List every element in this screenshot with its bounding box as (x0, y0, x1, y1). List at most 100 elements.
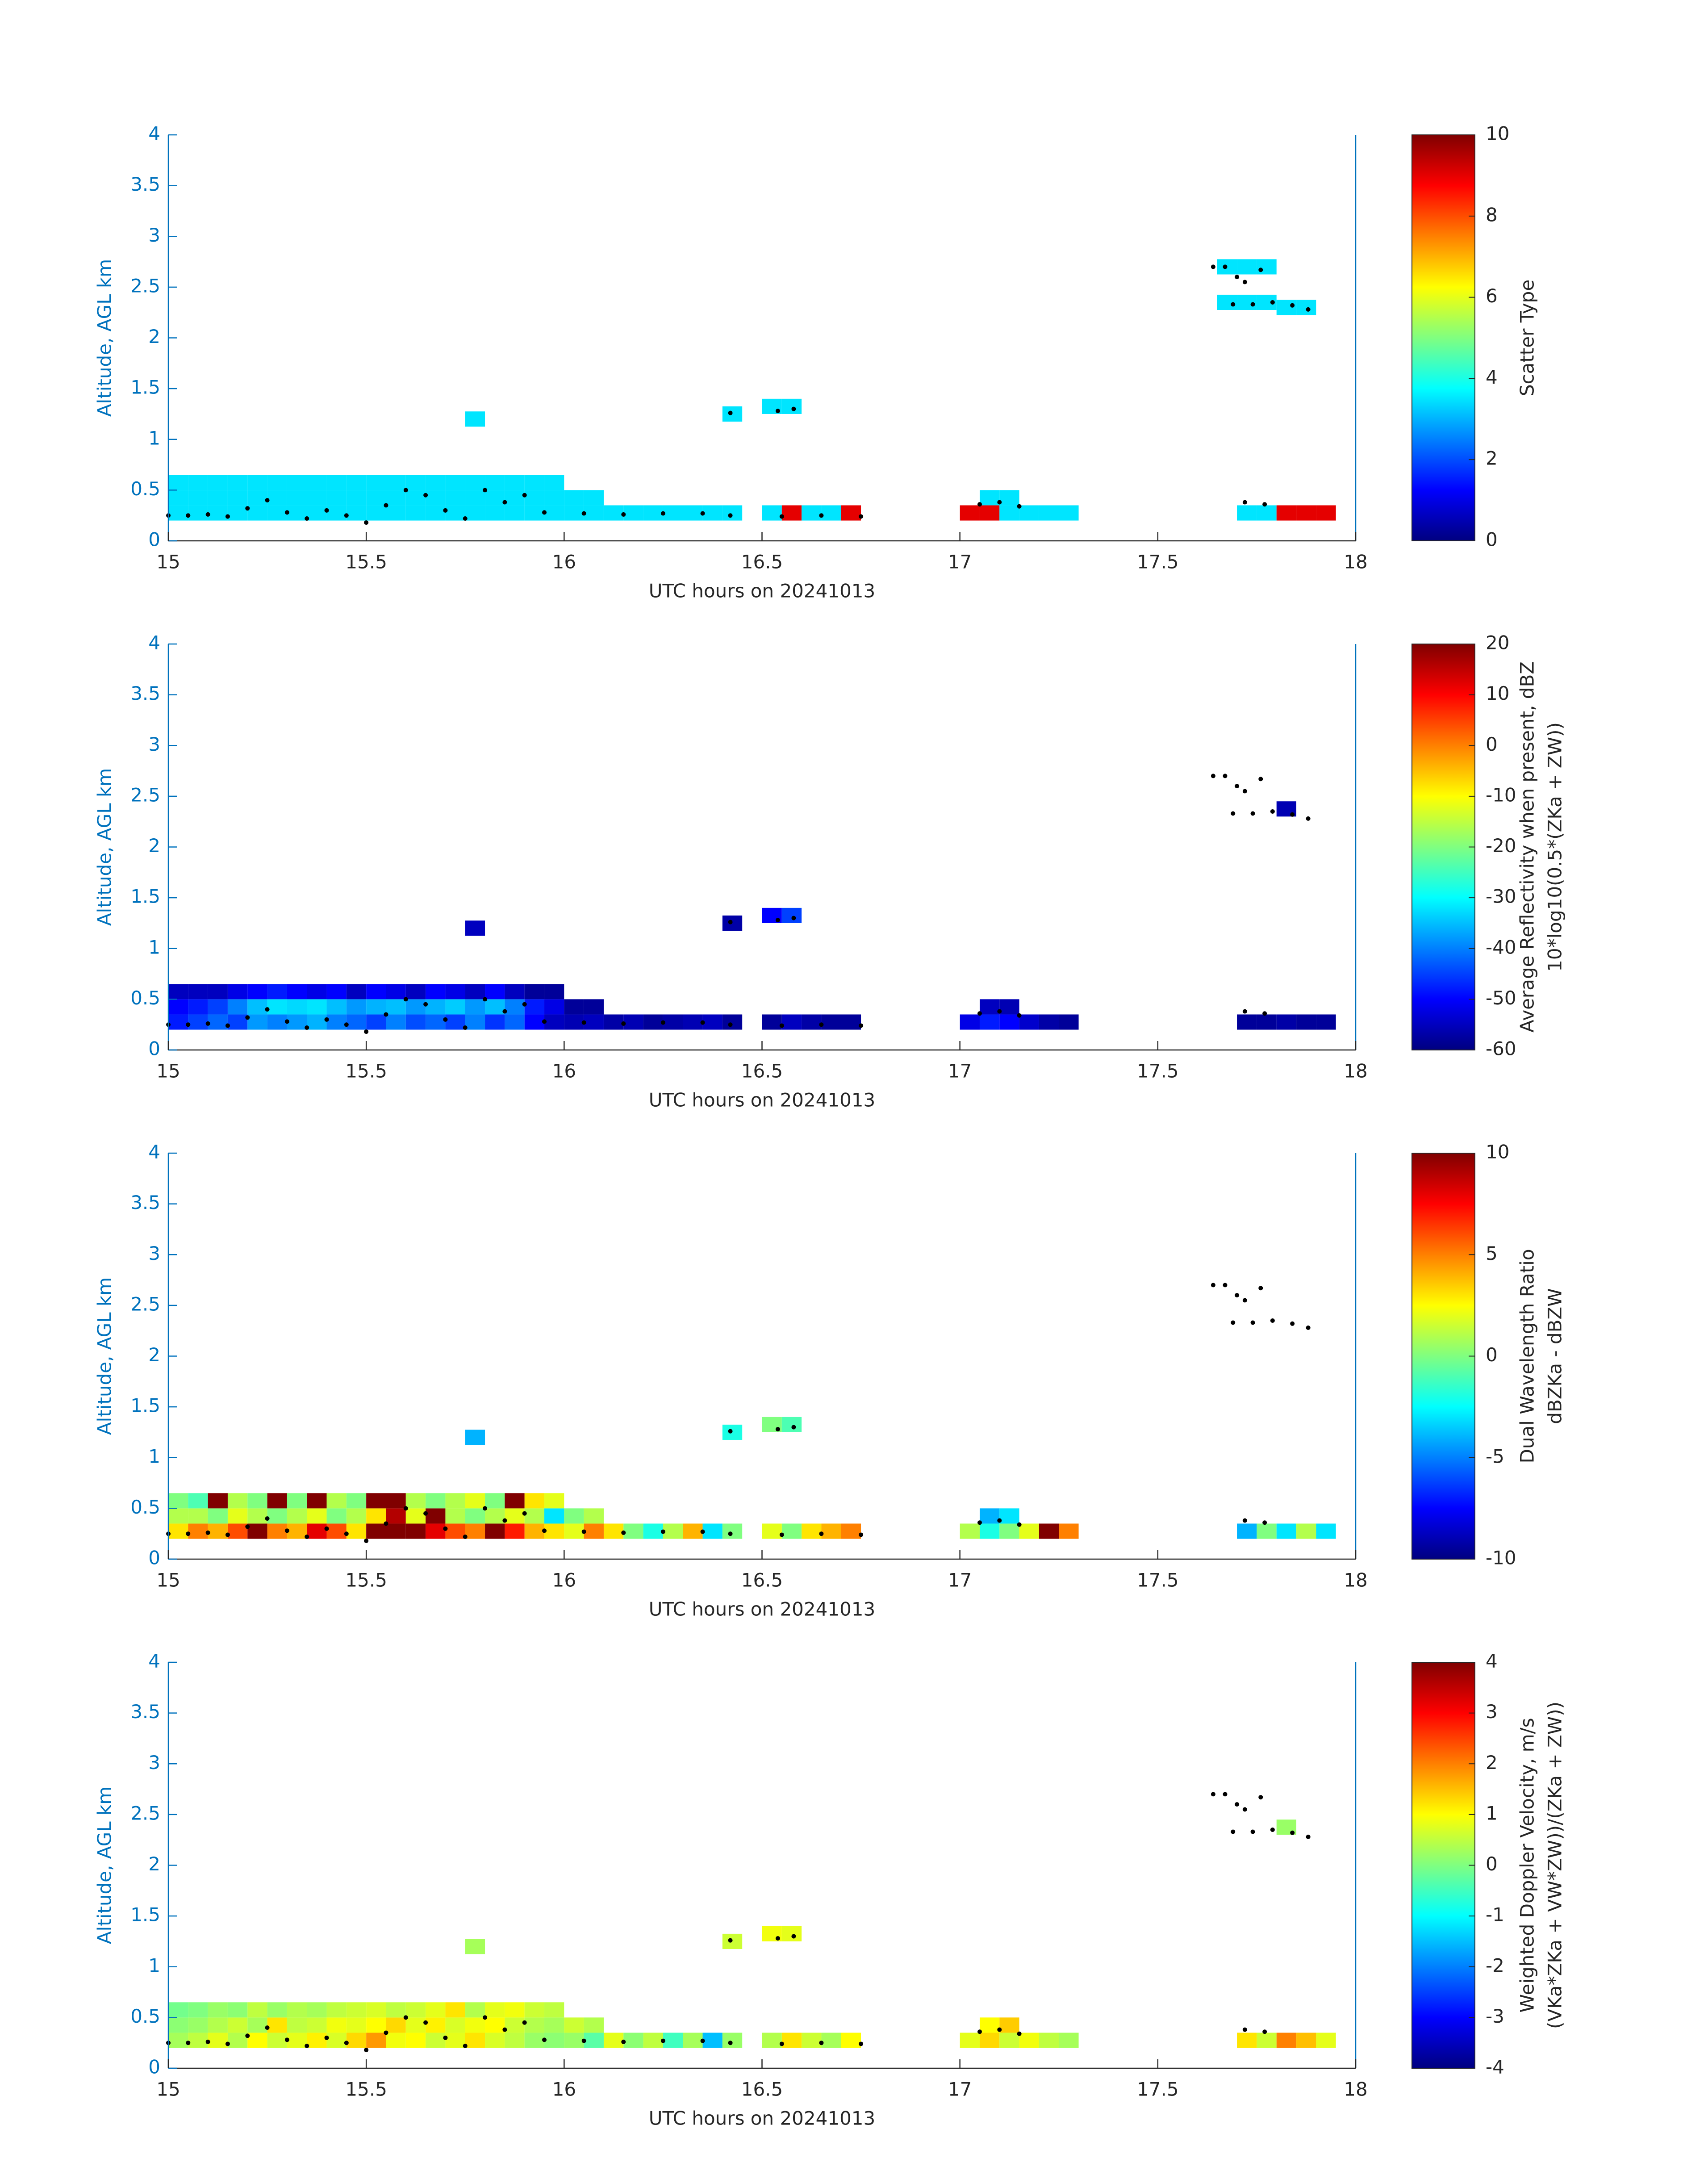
x-axis-label: UTC hours on 20241013 (649, 2108, 876, 2129)
point (1262, 2029, 1267, 2034)
point (775, 1936, 780, 1941)
cell (247, 490, 267, 506)
cell (465, 2033, 485, 2048)
cell (445, 490, 465, 506)
point (463, 2044, 468, 2049)
point (265, 1007, 270, 1012)
colorbar-tick-label: -40 (1486, 936, 1516, 958)
cell (821, 505, 841, 521)
cell (762, 1014, 782, 1030)
y-tick-label: 0.5 (130, 987, 160, 1009)
cell (386, 2033, 406, 2048)
cell (762, 1523, 782, 1539)
cell (999, 1508, 1019, 1524)
point (284, 2037, 289, 2042)
point (1235, 1293, 1240, 1298)
cell (405, 475, 426, 490)
point (1242, 2027, 1247, 2032)
point (1017, 1522, 1022, 1527)
cell (781, 1523, 802, 1539)
y-tick-label: 3 (148, 224, 160, 246)
point (1242, 1518, 1247, 1523)
cell (326, 1508, 347, 1524)
cell (445, 984, 465, 1000)
y-tick-label: 3.5 (130, 1192, 160, 1213)
cell (168, 2002, 188, 2018)
cell (287, 505, 307, 521)
point (324, 508, 329, 513)
cell (505, 2017, 525, 2033)
cell (584, 999, 604, 1015)
point (779, 1023, 784, 1028)
point (384, 503, 388, 508)
point (245, 1524, 250, 1529)
cell (1019, 2033, 1039, 2048)
cell (326, 1523, 347, 1539)
cell (208, 475, 228, 490)
point (522, 1002, 527, 1007)
x-tick-label: 17.5 (1137, 2079, 1179, 2100)
cell (247, 984, 267, 1000)
cell (722, 2033, 743, 2048)
point (621, 512, 626, 517)
cell (564, 2017, 584, 2033)
cell (426, 1523, 446, 1539)
cell (227, 1508, 248, 1524)
point (205, 1021, 210, 1026)
cell (366, 2002, 386, 2018)
point (502, 1518, 507, 1523)
cell (405, 505, 426, 521)
point (245, 2033, 250, 2038)
cell (643, 1014, 663, 1030)
cell (584, 1014, 604, 1030)
cell (247, 999, 267, 1015)
point (284, 510, 289, 515)
point (364, 520, 369, 525)
colorbar-tick-label: 4 (1486, 366, 1498, 388)
cell (623, 1014, 643, 1030)
point (791, 916, 796, 920)
cell (267, 2033, 287, 2048)
cell (208, 2002, 228, 2018)
cell (544, 1508, 564, 1524)
y-tick-label: 2.5 (130, 1802, 160, 1824)
cell (1237, 1523, 1257, 1539)
y-tick-label: 1.5 (130, 1904, 160, 1926)
point (977, 502, 982, 507)
cell (643, 505, 663, 521)
cell (346, 984, 367, 1000)
cell (188, 999, 208, 1015)
cell (524, 1493, 545, 1509)
cell (326, 505, 347, 521)
point (775, 918, 780, 923)
cell (544, 2017, 564, 2033)
colorbar (1412, 644, 1475, 1050)
cell (564, 1523, 584, 1539)
cell (683, 1523, 703, 1539)
cell (524, 1014, 545, 1030)
cell (267, 475, 287, 490)
y-tick-label: 4 (148, 632, 160, 654)
cell (426, 490, 446, 506)
point (779, 514, 784, 519)
cell (208, 490, 228, 506)
cell (505, 984, 525, 1000)
cell (505, 1523, 525, 1539)
cell (307, 999, 327, 1015)
point (1250, 1829, 1255, 1834)
cell (781, 908, 802, 923)
cell (781, 505, 802, 521)
cell (702, 1014, 722, 1030)
point (423, 1511, 428, 1516)
cell (426, 475, 446, 490)
point (819, 2041, 824, 2045)
cell (326, 999, 347, 1015)
cell (445, 2002, 465, 2018)
cell (465, 1508, 485, 1524)
y-tick-label: 1.5 (130, 376, 160, 398)
point (463, 516, 468, 521)
point (463, 1535, 468, 1539)
cell (485, 475, 505, 490)
point (728, 920, 733, 924)
cell (445, 1493, 465, 1509)
